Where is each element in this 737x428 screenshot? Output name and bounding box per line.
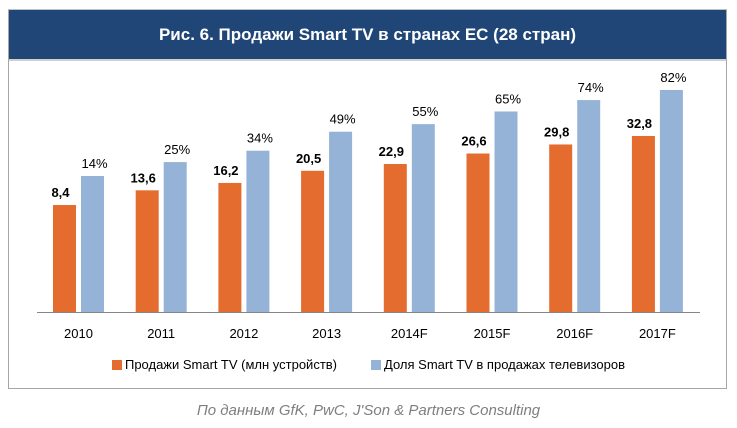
data-label-sales-2012: 16,2 [213,163,238,178]
bar-share-2015F [494,111,518,312]
bar-share-2014F [411,124,435,312]
bar-share-2016F [577,100,601,312]
data-label-share-2012: 34% [247,131,273,146]
x-tick-2013: 2013 [312,326,341,341]
x-tick-2012: 2012 [229,326,258,341]
data-label-share-2017F: 82% [660,70,686,85]
legend-swatch-share [371,359,382,370]
legend-item-sales: Продажи Smart TV (млн устройств) [111,357,338,372]
bar-sales-2016F [549,144,573,312]
legend-label-sales: Продажи Smart TV (млн устройств) [124,357,338,372]
source-note: По данным GfK, PwC, J'Son & Partners Con… [196,402,541,419]
x-tick-2011: 2011 [147,326,175,341]
data-label-sales-2011: 13,6 [131,170,156,185]
x-tick-2017F: 2017F [639,326,676,341]
bar-share-2012 [246,150,270,312]
bar-sales-2014F [383,163,407,312]
data-label-share-2015F: 65% [495,91,521,106]
bar-sales-2010 [53,205,76,312]
data-label-sales-2016F: 29,8 [544,124,569,139]
bar-sales-2011 [135,190,159,312]
chart-title: Рис. 6. Продажи Smart TV в странах ЕС (2… [9,10,726,61]
legend-label-share: Доля Smart TV в продажах телевизоров [384,357,626,372]
bar-share-2013 [329,131,353,312]
bar-share-2011 [163,162,187,312]
data-label-share-2010: 14% [81,156,107,171]
x-tick-2015F: 2015F [474,326,511,341]
data-label-sales-2014F: 22,9 [379,144,404,159]
x-tick-2014F: 2014F [391,326,428,341]
bar-sales-2017F [631,135,655,312]
legend: Продажи Smart TV (млн устройств) Доля Sm… [0,357,737,372]
legend-item-share: Доля Smart TV в продажах телевизоров [371,357,625,372]
x-tick-2016F: 2016F [556,326,593,341]
data-label-share-2016F: 74% [578,80,604,95]
bar-share-2010 [81,175,104,312]
data-label-sales-2017F: 32,8 [627,116,652,131]
chart-frame [8,9,727,389]
data-label-sales-2010: 8,4 [51,185,70,200]
data-label-share-2014F: 55% [412,104,438,119]
data-label-share-2011: 25% [164,142,190,157]
bar-sales-2015F [466,153,490,312]
bar-sales-2013 [301,170,325,312]
data-label-sales-2013: 20,5 [296,151,321,166]
legend-swatch-sales [111,359,122,370]
data-label-share-2013: 49% [330,112,356,127]
bar-share-2017F [659,89,683,312]
x-tick-2010: 2010 [64,326,93,341]
bar-sales-2012 [218,182,242,312]
data-label-sales-2015F: 26,6 [461,134,486,149]
